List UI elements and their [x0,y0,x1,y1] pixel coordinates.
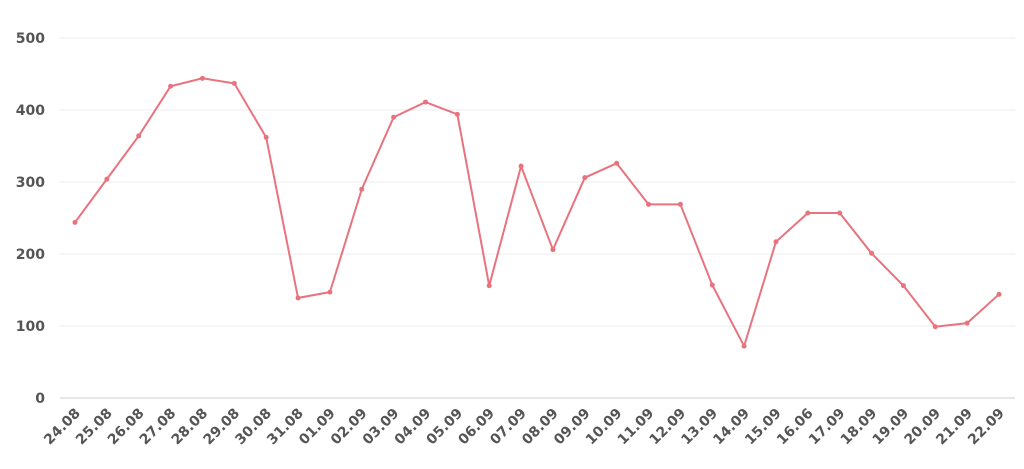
point [168,83,174,89]
y-tick-label: 0 [35,391,45,407]
point [550,247,556,253]
y-tick-label: 200 [16,247,45,263]
point [295,295,301,301]
point [486,283,492,289]
point [199,75,205,81]
point [741,343,747,349]
point [391,114,397,120]
point [263,134,269,140]
point [869,250,875,256]
point [231,80,237,86]
x-tick-label: 22.09 [965,406,1008,449]
point [518,163,524,169]
y-tick-label: 100 [16,319,45,335]
y-tick-label: 300 [16,175,45,191]
point [900,283,906,289]
point [104,176,110,182]
point [136,133,142,139]
y-tick-label: 500 [16,31,45,47]
point [932,324,938,330]
point [422,99,428,105]
point [773,239,779,245]
point [837,210,843,216]
point [646,201,652,207]
point [964,320,970,326]
line [74,77,1000,349]
point [359,186,365,192]
point [454,111,460,117]
point [805,210,811,216]
point [327,289,333,295]
point [582,175,588,181]
point [72,219,78,225]
point [614,160,620,166]
point [709,282,715,288]
point [996,291,1002,297]
point [677,201,683,207]
y-tick-label: 400 [16,103,45,119]
